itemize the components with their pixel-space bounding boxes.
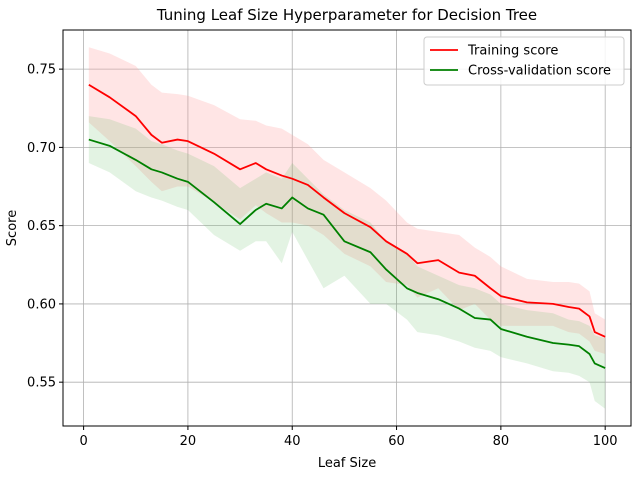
plot-frame: [62, 29, 632, 427]
x-axis-label: Leaf Size: [318, 456, 376, 471]
x-tick-label: 40: [284, 434, 301, 449]
y-tick-label: 0.75: [27, 63, 56, 78]
y-tick-label: 0.60: [27, 297, 56, 312]
legend-label-0: Training score: [467, 44, 558, 59]
band-series-1: [88, 116, 606, 409]
series-lines: [88, 84, 606, 369]
y-tick-label: 0.70: [27, 141, 56, 156]
y-axis-label: Score: [5, 210, 20, 246]
legend-box: [423, 36, 625, 86]
x-tick-label: 80: [493, 434, 510, 449]
legend: Training score Cross-validation score: [423, 36, 625, 86]
line-series-1: [88, 138, 606, 369]
x-tick-label: 60: [388, 434, 405, 449]
line-series-0: [88, 84, 606, 338]
x-tick-label: 0: [79, 434, 87, 449]
y-tick-label: 0.65: [27, 219, 56, 234]
legend-label-1: Cross-validation score: [468, 64, 611, 79]
axis-ticks: 0 20 40 60 80 100 0.55 0.60 0.65 0.70 0.75: [27, 63, 618, 449]
x-tick-label: 20: [180, 434, 197, 449]
chart-title: Tuning Leaf Size Hyperparameter for Deci…: [156, 6, 537, 24]
y-tick-label: 0.55: [27, 376, 56, 391]
x-tick-label: 100: [593, 434, 618, 449]
